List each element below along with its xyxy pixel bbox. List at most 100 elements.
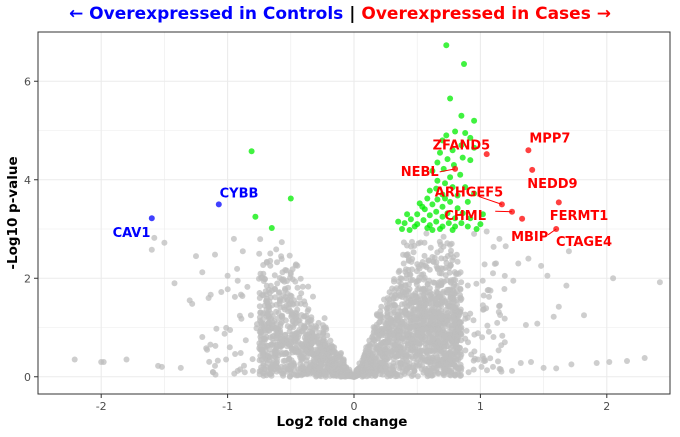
- point-nonsignificant: [379, 329, 386, 336]
- point-labeled-gene: [509, 208, 515, 215]
- point-nonsignificant: [471, 331, 478, 338]
- point-nonsignificant: [247, 312, 254, 319]
- point-nonsignificant: [258, 332, 265, 339]
- point-significant: [479, 211, 486, 218]
- x-axis-title: Log2 fold change: [277, 414, 408, 430]
- title-left-part: ← Overexpressed in Controls: [69, 4, 344, 24]
- point-nonsignificant: [273, 325, 280, 332]
- point-nonsignificant: [471, 348, 478, 355]
- point-nonsignificant: [398, 349, 405, 356]
- point-nonsignificant: [581, 312, 587, 319]
- point-nonsignificant: [418, 313, 425, 319]
- point-nonsignificant: [285, 308, 291, 315]
- point-nonsignificant: [441, 372, 447, 379]
- gene-label: NEBL: [401, 165, 439, 180]
- point-labeled-gene: [519, 215, 526, 222]
- point-nonsignificant: [294, 284, 301, 291]
- point-nonsignificant: [400, 239, 407, 246]
- point-nonsignificant: [495, 309, 502, 315]
- point-nonsignificant: [403, 311, 410, 318]
- point-nonsignificant: [565, 248, 572, 255]
- point-nonsignificant: [450, 254, 457, 261]
- point-nonsignificant: [462, 347, 469, 354]
- point-nonsignificant: [420, 369, 427, 376]
- point-nonsignificant: [442, 272, 449, 279]
- point-nonsignificant: [409, 266, 415, 273]
- point-nonsignificant: [366, 337, 373, 344]
- point-nonsignificant: [276, 298, 283, 305]
- point-nonsignificant: [237, 350, 244, 356]
- point-nonsignificant: [568, 361, 575, 368]
- point-significant: [401, 220, 408, 227]
- point-nonsignificant: [509, 367, 515, 374]
- point-nonsignificant: [409, 276, 416, 283]
- point-significant: [433, 218, 440, 225]
- point-significant: [452, 128, 459, 135]
- point-nonsignificant: [290, 301, 297, 308]
- point-nonsignificant: [436, 270, 443, 277]
- point-nonsignificant: [290, 371, 297, 378]
- point-nonsignificant: [428, 301, 435, 308]
- point-nonsignificant: [241, 369, 248, 376]
- point-nonsignificant: [276, 289, 283, 296]
- point-nonsignificant: [550, 313, 557, 320]
- point-nonsignificant: [273, 330, 280, 337]
- point-nonsignificant: [199, 334, 206, 340]
- point-nonsignificant: [404, 342, 411, 349]
- point-nonsignificant: [449, 286, 456, 293]
- point-significant: [471, 190, 478, 197]
- point-nonsignificant: [327, 337, 334, 344]
- point-significant: [452, 215, 459, 222]
- point-nonsignificant: [409, 324, 416, 331]
- point-nonsignificant: [337, 361, 344, 367]
- point-nonsignificant: [410, 371, 417, 378]
- x-axis-ticks: -2 -1 0 1 2: [96, 394, 610, 413]
- point-nonsignificant: [412, 317, 419, 324]
- point-nonsignificant: [305, 283, 312, 290]
- point-nonsignificant: [161, 239, 168, 246]
- point-nonsignificant: [277, 304, 284, 311]
- point-nonsignificant: [553, 365, 560, 372]
- point-nonsignificant: [484, 367, 490, 374]
- point-significant: [439, 203, 446, 210]
- point-nonsignificant: [244, 283, 251, 290]
- point-significant: [406, 227, 413, 233]
- point-significant: [437, 149, 443, 156]
- point-nonsignificant: [321, 315, 328, 322]
- point-significant: [437, 226, 443, 232]
- point-nonsignificant: [278, 319, 285, 326]
- point-nonsignificant: [298, 290, 305, 297]
- point-nonsignificant: [151, 234, 158, 241]
- point-nonsignificant: [375, 330, 381, 337]
- point-nonsignificant: [534, 320, 541, 327]
- point-nonsignificant: [263, 282, 270, 289]
- point-nonsignificant: [360, 372, 367, 379]
- point-labeled-gene: [498, 201, 505, 208]
- point-nonsignificant: [421, 252, 428, 259]
- point-nonsignificant: [232, 351, 239, 357]
- point-nonsignificant: [501, 315, 508, 322]
- point-labeled-gene: [529, 166, 536, 173]
- point-nonsignificant: [230, 235, 237, 242]
- point-nonsignificant: [414, 373, 421, 380]
- gene-label: ARHGEF5: [435, 186, 503, 201]
- point-significant: [458, 112, 465, 119]
- point-nonsignificant: [283, 267, 290, 274]
- point-nonsignificant: [388, 292, 395, 299]
- point-nonsignificant: [207, 341, 214, 348]
- point-nonsignificant: [522, 322, 529, 328]
- point-nonsignificant: [415, 263, 422, 270]
- point-significant: [420, 217, 427, 224]
- point-nonsignificant: [436, 238, 443, 245]
- point-nonsignificant: [199, 269, 206, 276]
- point-nonsignificant: [447, 372, 454, 379]
- point-nonsignificant: [417, 336, 424, 343]
- point-labeled-gene: [525, 147, 532, 154]
- point-nonsignificant: [396, 365, 403, 372]
- point-nonsignificant: [383, 340, 390, 347]
- point-nonsignificant: [402, 282, 409, 289]
- point-nonsignificant: [563, 282, 570, 289]
- point-nonsignificant: [274, 280, 281, 287]
- point-nonsignificant: [448, 304, 455, 311]
